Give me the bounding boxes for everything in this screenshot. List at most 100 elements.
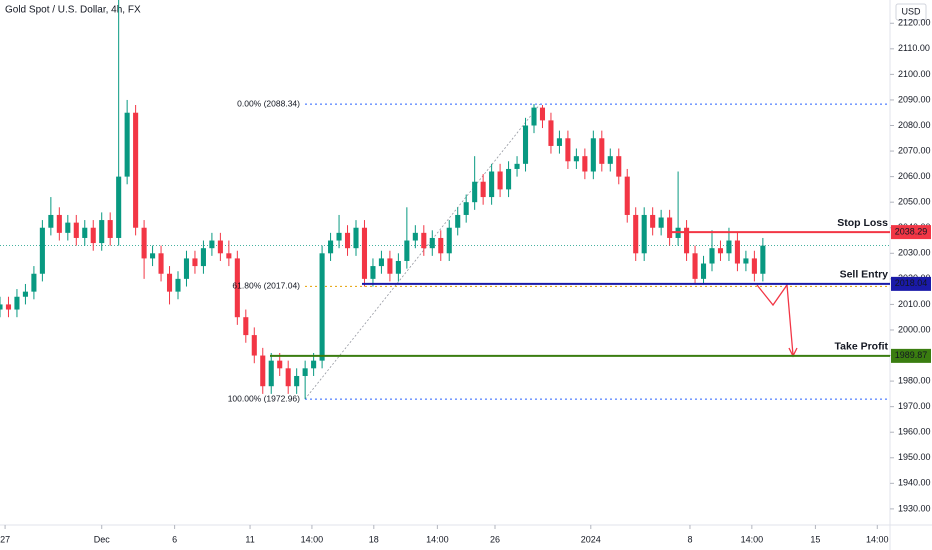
x-tick-label: 2024 bbox=[581, 534, 601, 544]
candle-body bbox=[82, 227, 88, 238]
level-price-label: 1989.87 bbox=[895, 350, 928, 360]
candle-body bbox=[124, 112, 130, 177]
candle-body bbox=[22, 291, 28, 297]
candle-body bbox=[243, 317, 249, 336]
candle-body bbox=[200, 248, 206, 267]
candle-body bbox=[582, 156, 588, 172]
candle-body bbox=[226, 253, 232, 259]
currency-box[interactable] bbox=[895, 3, 927, 21]
candle-body bbox=[743, 258, 749, 264]
x-tick-label: 11 bbox=[245, 534, 254, 544]
candle-body bbox=[692, 253, 698, 279]
y-tick-label: 2090.00 bbox=[898, 94, 931, 104]
candle-body bbox=[294, 375, 300, 387]
plot-area bbox=[0, 0, 890, 400]
candle-body bbox=[573, 156, 579, 162]
y-tick-label: 2000.00 bbox=[898, 324, 931, 334]
candle-body bbox=[99, 220, 105, 244]
x-tick-label: 8 bbox=[687, 534, 692, 544]
candle-body bbox=[429, 237, 435, 249]
candle-body bbox=[684, 227, 690, 254]
candle-body bbox=[531, 107, 537, 126]
candle-body bbox=[311, 360, 317, 369]
candle-body bbox=[463, 202, 469, 215]
candle-body bbox=[455, 214, 461, 228]
y-tick-label: 1940.00 bbox=[898, 478, 931, 488]
candle-body bbox=[56, 214, 62, 233]
level-price-box bbox=[891, 348, 931, 363]
y-tick-label: 2110.00 bbox=[898, 43, 930, 53]
candle-body bbox=[514, 163, 520, 169]
y-tick-label: 2080.00 bbox=[898, 120, 931, 130]
candle-body bbox=[709, 248, 715, 264]
candle-body bbox=[599, 138, 605, 164]
projection-arrow bbox=[756, 283, 794, 356]
candle-body bbox=[565, 138, 571, 162]
candle-body bbox=[336, 232, 342, 241]
candle-body bbox=[616, 156, 622, 177]
x-tick-label: 27 bbox=[0, 534, 10, 544]
candle-body bbox=[700, 263, 707, 279]
candle-body bbox=[48, 214, 54, 228]
candle-body bbox=[14, 296, 20, 310]
candle-body bbox=[5, 304, 12, 310]
candle-body bbox=[277, 360, 283, 369]
candle-body bbox=[302, 368, 308, 376]
candle-body bbox=[133, 112, 139, 228]
candle-body bbox=[556, 138, 562, 146]
level-price-label: 2018.04 bbox=[895, 278, 928, 288]
level-name: Take Profit bbox=[835, 341, 889, 353]
candle-body bbox=[65, 222, 71, 233]
candle-body bbox=[285, 368, 291, 387]
candle-body bbox=[734, 240, 740, 264]
fib-trend-line bbox=[304, 103, 541, 400]
candle-body bbox=[268, 360, 274, 387]
candle-body bbox=[319, 253, 325, 361]
y-tick-label: 2010.00 bbox=[898, 299, 931, 309]
candle-body bbox=[489, 171, 495, 198]
candle-body bbox=[472, 181, 478, 203]
candle-body bbox=[90, 227, 96, 244]
candle-body bbox=[209, 240, 215, 249]
candle-body bbox=[658, 217, 664, 228]
candle-body bbox=[717, 248, 724, 254]
x-tick-label: 14:00 bbox=[866, 534, 889, 544]
x-tick-label: 15 bbox=[810, 534, 820, 544]
y-tick-label: 2050.00 bbox=[898, 197, 931, 207]
candle-body bbox=[760, 245, 766, 274]
candle-body bbox=[31, 273, 37, 292]
candle-body bbox=[650, 214, 656, 228]
candle-body bbox=[522, 125, 529, 164]
candle-body bbox=[370, 266, 376, 279]
x-tick-label: 18 bbox=[369, 534, 379, 544]
candle-body bbox=[539, 107, 546, 121]
x-tick-label: Dec bbox=[94, 534, 111, 544]
candle-body bbox=[116, 176, 122, 238]
x-tick-label: 14:00 bbox=[741, 534, 764, 544]
y-tick-label: 2100.00 bbox=[898, 69, 931, 79]
candle-body bbox=[361, 227, 368, 279]
candle-body bbox=[158, 253, 164, 274]
candle-body bbox=[438, 237, 444, 254]
candle-body bbox=[73, 222, 79, 238]
candle-body bbox=[260, 355, 266, 387]
candle-body bbox=[633, 214, 639, 254]
y-tick-label: 2120.00 bbox=[898, 18, 931, 28]
candle-body bbox=[751, 258, 757, 274]
candle-body bbox=[641, 214, 647, 254]
y-tick-label: 2060.00 bbox=[898, 171, 931, 181]
candle-body bbox=[39, 227, 45, 274]
candle-body bbox=[497, 171, 503, 190]
level-price-box bbox=[891, 276, 931, 291]
level-price-label: 2038.29 bbox=[895, 226, 928, 236]
candle-body bbox=[251, 335, 257, 356]
candle-body bbox=[590, 138, 596, 172]
candle-body bbox=[107, 220, 113, 238]
currency: USD bbox=[901, 6, 921, 16]
level-price-box bbox=[891, 225, 931, 240]
x-tick-label: 14:00 bbox=[426, 534, 449, 544]
candle-body bbox=[395, 260, 401, 274]
candle-body bbox=[387, 258, 393, 274]
candle-body bbox=[421, 232, 427, 249]
y-tick-label: 1930.00 bbox=[898, 503, 931, 513]
